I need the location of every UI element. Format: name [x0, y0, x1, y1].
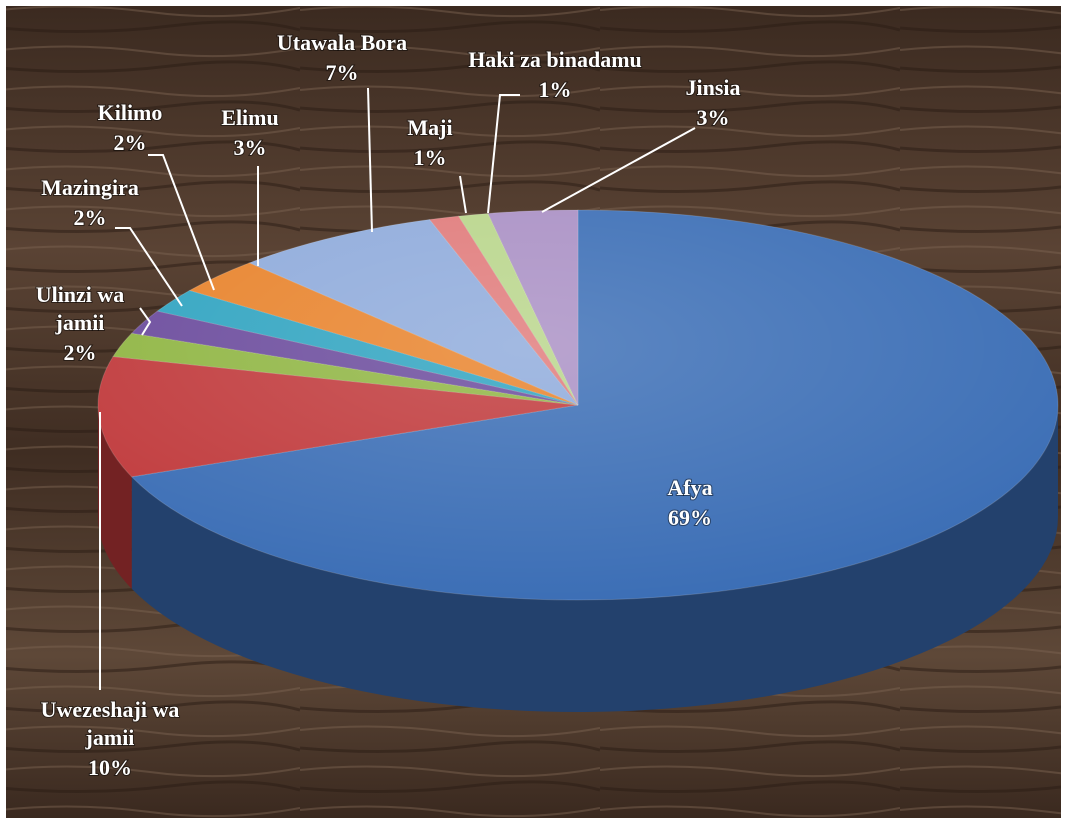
- data-label: Elimu: [221, 105, 278, 130]
- data-label: Utawala Bora: [277, 30, 407, 55]
- value-label: 3%: [234, 135, 267, 160]
- data-label: Ulinzi wa jamii: [36, 282, 125, 335]
- leader-line: [148, 154, 215, 291]
- label-line: Ulinzi wa: [36, 282, 125, 307]
- value-label: 7%: [326, 60, 359, 85]
- value-label: 1%: [414, 145, 447, 170]
- value-label: 2%: [74, 205, 107, 230]
- data-label: Kilimo: [98, 100, 163, 125]
- leader-line: [487, 94, 520, 214]
- data-label: Jinsia: [685, 75, 740, 100]
- value-label: 1%: [539, 77, 572, 102]
- leader-line: [115, 227, 183, 307]
- leader-line: [139, 307, 152, 336]
- data-label: Haki za binadamu: [468, 47, 642, 72]
- value-label: 3%: [697, 105, 730, 130]
- label-line: jamii: [55, 310, 105, 335]
- data-label: Afya: [667, 475, 712, 500]
- leader-line: [367, 87, 373, 233]
- label-line: jamii: [85, 725, 135, 750]
- label-line: Uwezeshaji wa: [41, 697, 180, 722]
- value-label: 10%: [88, 755, 132, 780]
- data-label: Mazingira: [41, 175, 139, 200]
- data-label: Uwezeshaji wa jamii: [41, 697, 180, 750]
- slice-side: [131, 405, 1059, 713]
- value-label: 2%: [114, 130, 147, 155]
- leader-line: [459, 175, 467, 214]
- value-label: 69%: [668, 505, 712, 530]
- leader-line: [541, 127, 696, 213]
- value-label: 2%: [64, 340, 97, 365]
- data-label: Maji: [407, 115, 452, 140]
